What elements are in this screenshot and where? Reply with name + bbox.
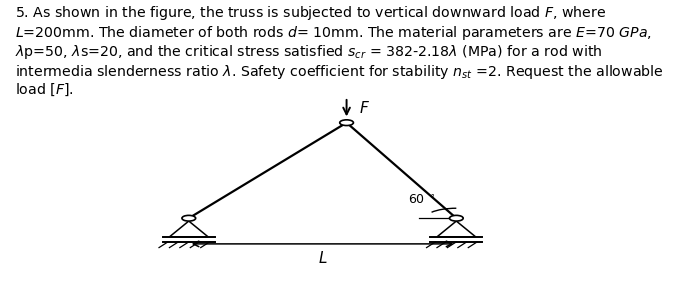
Text: 60 $^\circ$: 60 $^\circ$ (408, 194, 436, 207)
Circle shape (340, 120, 354, 125)
Text: $\lambda$p=50, $\lambda$s=20, and the critical stress satisfied $s_{cr}$ = 382-2: $\lambda$p=50, $\lambda$s=20, and the cr… (15, 43, 603, 61)
Text: $L$: $L$ (318, 250, 328, 266)
Text: $F$: $F$ (359, 100, 370, 116)
Text: 5. As shown in the figure, the truss is subjected to vertical downward load $F$,: 5. As shown in the figure, the truss is … (15, 4, 606, 22)
Circle shape (449, 215, 463, 221)
Text: load [$F$].: load [$F$]. (15, 82, 74, 98)
Text: $L$=200mm. The diameter of both rods $d$= 10mm. The material parameters are $E$=: $L$=200mm. The diameter of both rods $d$… (15, 24, 652, 42)
Circle shape (182, 215, 196, 221)
Text: intermedia slenderness ratio $\lambda$. Safety coefficient for stability $n_{st}: intermedia slenderness ratio $\lambda$. … (15, 63, 664, 81)
